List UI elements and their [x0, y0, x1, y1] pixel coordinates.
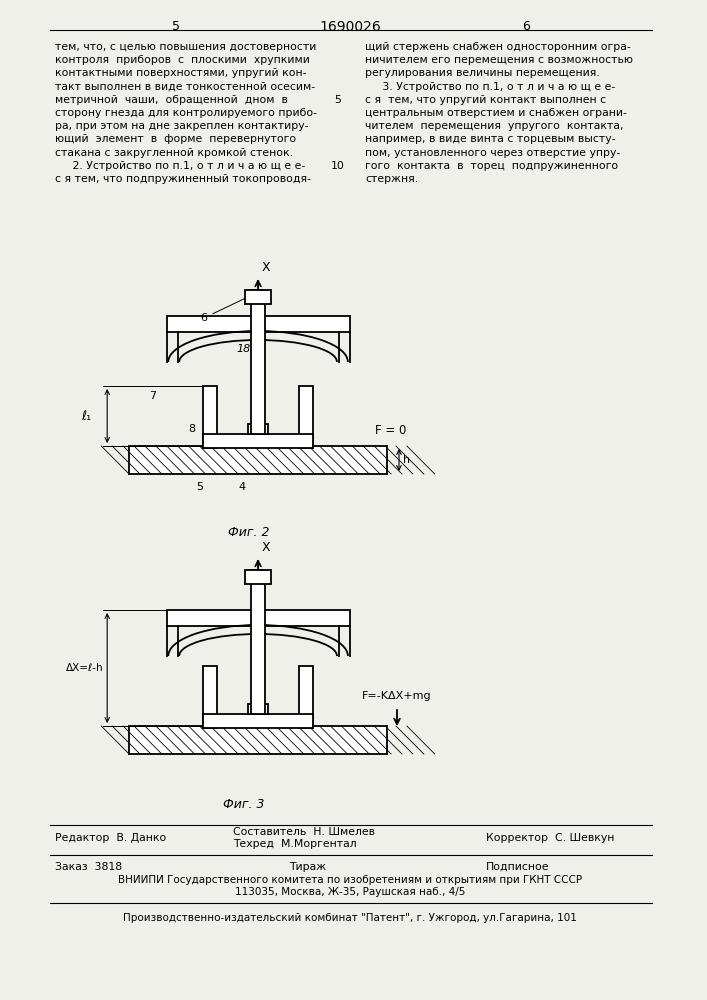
Text: 113035, Москва, Ж-35, Раушская наб., 4/5: 113035, Москва, Ж-35, Раушская наб., 4/5 [235, 887, 465, 897]
Text: 3. Устройство по п.1, о т л и ч а ю щ е е-: 3. Устройство по п.1, о т л и ч а ю щ е … [366, 82, 616, 92]
Text: Заказ  3818: Заказ 3818 [54, 862, 122, 872]
Text: Корректор  С. Шевкун: Корректор С. Шевкун [486, 833, 614, 843]
Text: X: X [262, 261, 271, 274]
Bar [243, 436, 274, 446]
Bar [243, 716, 274, 726]
Bar [251, 570, 265, 714]
Text: 10: 10 [331, 161, 344, 171]
Text: гого  контакта  в  торец  подпружиненного: гого контакта в торец подпружиненного [366, 161, 619, 171]
Text: стакана с закругленной кромкой стенок.: стакана с закругленной кромкой стенок. [54, 148, 293, 158]
Bar [299, 386, 312, 448]
Text: с я  тем, что упругий контакт выполнен с: с я тем, что упругий контакт выполнен с [366, 95, 607, 105]
Text: ра, при этом на дне закреплен контактиру-: ра, при этом на дне закреплен контактиру… [54, 121, 308, 131]
Bar [299, 666, 312, 728]
Bar [204, 714, 312, 728]
Bar [248, 424, 268, 434]
Text: Редактор  В. Данко: Редактор В. Данко [54, 833, 166, 843]
Text: контактными поверхностями, упругий кон-: контактными поверхностями, упругий кон- [54, 68, 306, 78]
Bar [251, 290, 265, 434]
Bar [129, 726, 387, 754]
Bar [245, 290, 271, 304]
Text: пом, установленного через отверстие упру-: пом, установленного через отверстие упру… [366, 148, 621, 158]
Text: Производственно-издательский комбинат "Патент", г. Ужгород, ул.Гагарина, 101: Производственно-издательский комбинат "П… [124, 913, 578, 923]
Text: X: X [262, 541, 271, 554]
Text: F = 0: F = 0 [375, 424, 407, 437]
Text: центральным отверстием и снабжен ограни-: центральным отверстием и снабжен ограни- [366, 108, 627, 118]
Text: Фиг. 2: Фиг. 2 [228, 526, 270, 539]
Text: 6: 6 [201, 295, 252, 323]
Text: ℓ₁: ℓ₁ [81, 410, 91, 422]
Text: h: h [403, 455, 410, 465]
Text: с я тем, что подпружиненный токопроводя-: с я тем, что подпружиненный токопроводя- [54, 174, 310, 184]
Text: 18: 18 [236, 344, 250, 354]
Text: ющий  элемент  в  форме  перевернутого: ющий элемент в форме перевернутого [54, 134, 296, 144]
Text: Составитель  Н. Шмелев: Составитель Н. Шмелев [233, 827, 375, 837]
Text: 7: 7 [149, 391, 156, 401]
Text: Тираж: Тираж [289, 862, 326, 872]
Text: 1690026: 1690026 [320, 20, 381, 34]
Text: ΔX=ℓ-h: ΔX=ℓ-h [66, 663, 103, 673]
Text: ВНИИПИ Государственного комитета по изобретениям и открытиям при ГКНТ СССР: ВНИИПИ Государственного комитета по изоб… [118, 875, 583, 885]
Bar [204, 434, 312, 448]
Text: чителем  перемещения  упругого  контакта,: чителем перемещения упругого контакта, [366, 121, 624, 131]
Text: сторону гнезда для контролируемого прибо-: сторону гнезда для контролируемого прибо… [54, 108, 317, 118]
Text: например, в виде винта с торцевым высту-: например, в виде винта с торцевым высту- [366, 134, 616, 144]
Text: тем, что, с целью повышения достоверности: тем, что, с целью повышения достоверност… [54, 42, 316, 52]
Text: 6: 6 [522, 20, 530, 33]
Text: стержня.: стержня. [366, 174, 419, 184]
Text: щий стержень снабжен односторонним огра-: щий стержень снабжен односторонним огра- [366, 42, 631, 52]
Text: Фиг. 3: Фиг. 3 [223, 798, 265, 811]
Bar [245, 570, 271, 584]
Text: 2. Устройство по п.1, о т л и ч а ю щ е е-: 2. Устройство по п.1, о т л и ч а ю щ е … [54, 161, 305, 171]
Text: 8: 8 [189, 424, 196, 434]
Text: метричной  чаши,  обращенной  дном  в: метричной чаши, обращенной дном в [54, 95, 288, 105]
Text: контроля  приборов  с  плоскими  хрупкими: контроля приборов с плоскими хрупкими [54, 55, 310, 65]
Text: 5: 5 [197, 482, 204, 492]
Bar [248, 704, 268, 714]
Text: ничителем его перемещения с возможностью: ничителем его перемещения с возможностью [366, 55, 633, 65]
Text: Техред  М.Моргентал: Техред М.Моргентал [233, 839, 357, 849]
Text: Подписное: Подписное [486, 862, 550, 872]
Text: F=-KΔX+mg: F=-KΔX+mg [362, 691, 432, 701]
Bar [204, 386, 217, 448]
Bar [167, 316, 351, 332]
Text: регулирования величины перемещения.: регулирования величины перемещения. [366, 68, 600, 78]
Text: 5: 5 [334, 95, 341, 105]
Bar [204, 666, 217, 728]
Text: такт выполнен в виде тонкостенной осесим-: такт выполнен в виде тонкостенной осесим… [54, 82, 315, 92]
Text: 5: 5 [172, 20, 180, 33]
Bar [167, 610, 351, 626]
Text: 4: 4 [238, 482, 245, 492]
Bar [129, 446, 387, 474]
